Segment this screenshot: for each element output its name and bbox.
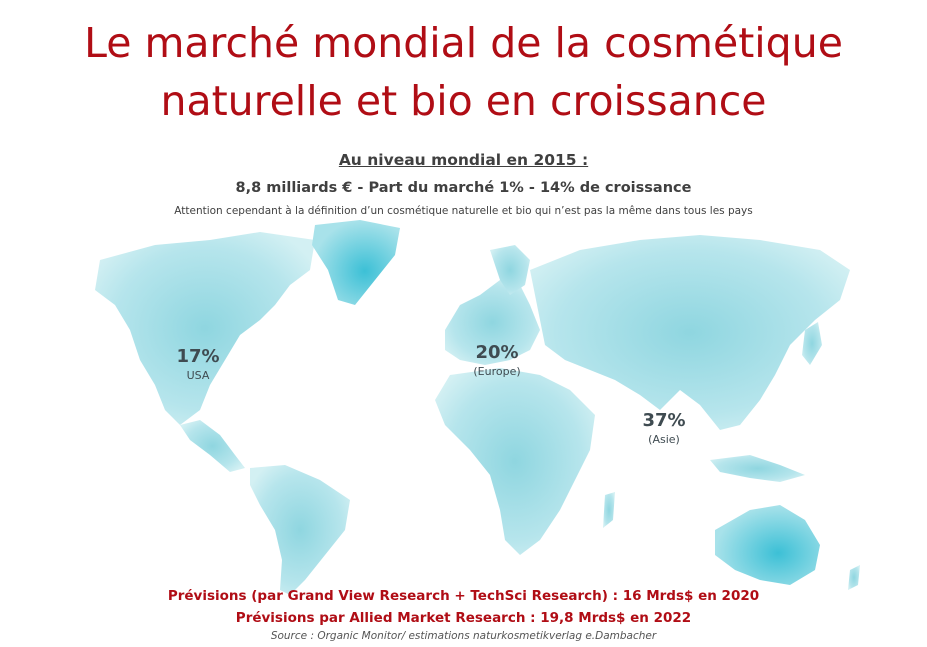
title-line-1: Le marché mondial de la cosmétique (84, 19, 843, 67)
page-title: Le marché mondial de la cosmétique natur… (0, 14, 927, 130)
europe-shape (445, 280, 540, 365)
global-heading: Au niveau mondial en 2015 : (338, 151, 589, 169)
region-europe: 20% (Europe) (462, 342, 532, 378)
region-europe-percent: 20% (475, 342, 519, 363)
japan-shape (802, 322, 822, 365)
australia-shape (715, 505, 820, 585)
title-line-2: naturelle et bio en croissance (160, 77, 767, 125)
region-usa-percent: 17% (176, 346, 220, 367)
greenland-shape (312, 220, 400, 305)
new-zealand-shape (848, 565, 860, 590)
region-asia: 37% (Asie) (632, 410, 696, 446)
indonesia-shape (710, 455, 805, 482)
asia-shape (530, 235, 850, 430)
world-map (95, 220, 860, 595)
region-europe-label: (Europe) (473, 365, 521, 378)
market-stats: 8,8 milliards € - Part du marché 1% - 14… (235, 180, 692, 196)
region-usa-label: USA (186, 369, 210, 382)
central-america-shape (180, 420, 245, 472)
south-america-shape (250, 465, 350, 595)
scandinavia-shape (490, 245, 530, 295)
north-america-shape (95, 232, 315, 425)
region-asia-label: (Asie) (648, 433, 680, 446)
madagascar-shape (603, 492, 615, 528)
forecast-2022: Prévisions par Allied Market Research : … (235, 610, 692, 626)
source-note: Source : Organic Monitor/ estimations na… (270, 630, 657, 642)
africa-shape (435, 368, 595, 555)
region-usa: 17% USA (168, 346, 228, 382)
forecast-2020: Prévisions (par Grand View Research + Te… (167, 588, 760, 604)
definition-note: Attention cependant à la définition d’un… (174, 205, 753, 217)
region-asia-percent: 37% (642, 410, 686, 431)
